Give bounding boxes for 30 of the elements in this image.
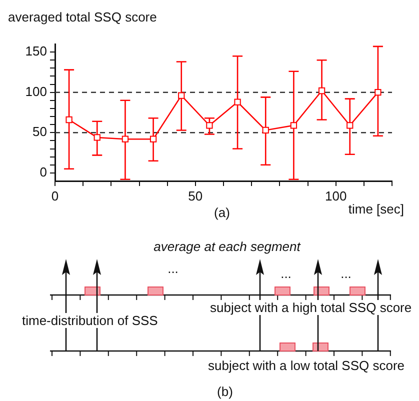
point xyxy=(262,126,269,134)
x-tick-label: 50 xyxy=(188,188,203,204)
point xyxy=(150,136,157,142)
point xyxy=(290,122,298,129)
text: average at each segment xyxy=(154,239,300,254)
point xyxy=(346,122,354,129)
text: ... xyxy=(280,266,292,281)
text: (b) xyxy=(217,384,233,399)
text: time-distribution of SSS xyxy=(22,313,158,328)
point xyxy=(66,116,72,124)
point xyxy=(94,134,100,141)
point xyxy=(234,98,241,106)
text: ... xyxy=(168,261,178,276)
y-axis-title: averaged total SSQ score xyxy=(8,10,157,25)
text: subject with a low total SSQ score xyxy=(208,358,405,373)
point xyxy=(122,136,129,142)
y-tick-label: 150 xyxy=(25,44,47,59)
y-tick-label: 0 xyxy=(40,164,47,180)
point xyxy=(318,87,326,94)
text: (a) xyxy=(214,205,230,220)
point xyxy=(374,89,382,96)
y-tick-label: 50 xyxy=(32,124,47,140)
point xyxy=(206,122,213,129)
x-axis-title: time [sec] xyxy=(348,202,404,217)
x-tick-label: 100 xyxy=(324,188,347,204)
text: subject with a high total SSQ score xyxy=(210,300,412,315)
text: ... xyxy=(340,266,352,281)
point xyxy=(178,92,185,99)
x-tick-label: 0 xyxy=(51,188,59,204)
y-tick-label: 100 xyxy=(25,84,47,99)
